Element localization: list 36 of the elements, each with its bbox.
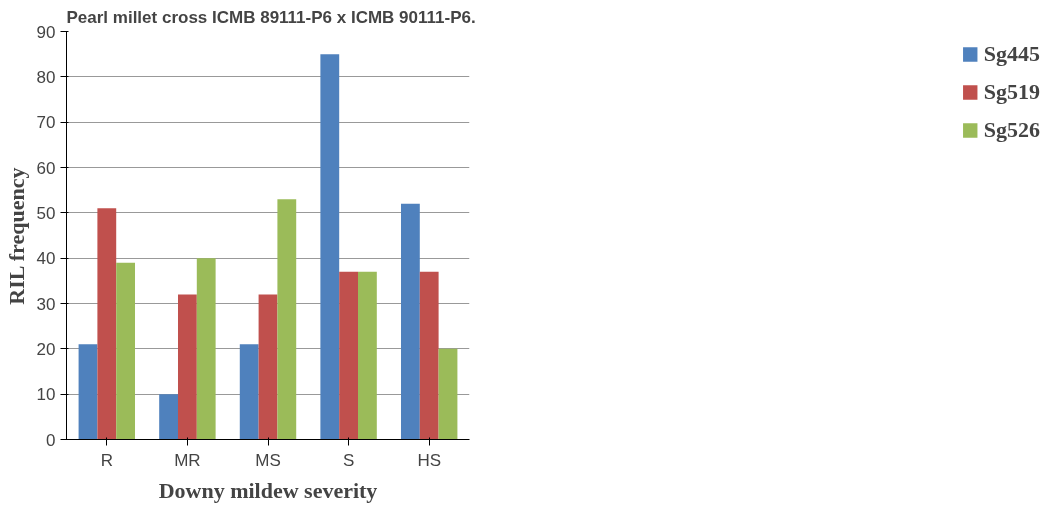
x-tick-label: MR <box>174 450 201 470</box>
y-tick-label: 20 <box>36 339 56 359</box>
y-tick-label: 70 <box>36 113 56 133</box>
x-axis-title: Downy mildew severity <box>158 477 378 503</box>
legend-label: Sg526 <box>983 117 1040 143</box>
bar <box>159 394 178 440</box>
bar <box>196 258 216 440</box>
bar <box>358 271 377 440</box>
legend-label: Sg519 <box>983 79 1040 105</box>
bar <box>419 271 439 440</box>
y-tick-label: 50 <box>36 203 56 223</box>
y-tick-label: 80 <box>36 67 56 87</box>
bar <box>116 262 136 440</box>
bar <box>400 203 420 440</box>
bar <box>320 54 340 440</box>
x-tick-label: MS <box>255 450 281 470</box>
x-tick-label: HS <box>417 450 442 470</box>
y-tick-label: 0 <box>46 430 56 450</box>
bar <box>258 294 278 440</box>
y-tick-label: 40 <box>36 249 56 269</box>
bar <box>239 344 259 440</box>
x-tick-label: R <box>100 450 113 470</box>
y-tick-label: 30 <box>36 294 56 314</box>
bar <box>97 208 117 440</box>
y-axis-title: RIL frequency <box>3 167 29 305</box>
y-tick-label: 60 <box>36 158 56 178</box>
chart-title: Pearl millet cross ICMB 89111-P6 x ICMB 90111-P6. <box>66 7 476 27</box>
x-tick-label: S <box>342 450 355 470</box>
y-tick-label: 90 <box>36 22 56 42</box>
bar <box>277 199 297 440</box>
bar <box>438 348 458 440</box>
bar <box>339 271 358 440</box>
legend-label: Sg445 <box>983 41 1040 67</box>
bar <box>78 344 98 440</box>
y-tick-label: 10 <box>36 385 56 405</box>
bar <box>178 294 197 440</box>
